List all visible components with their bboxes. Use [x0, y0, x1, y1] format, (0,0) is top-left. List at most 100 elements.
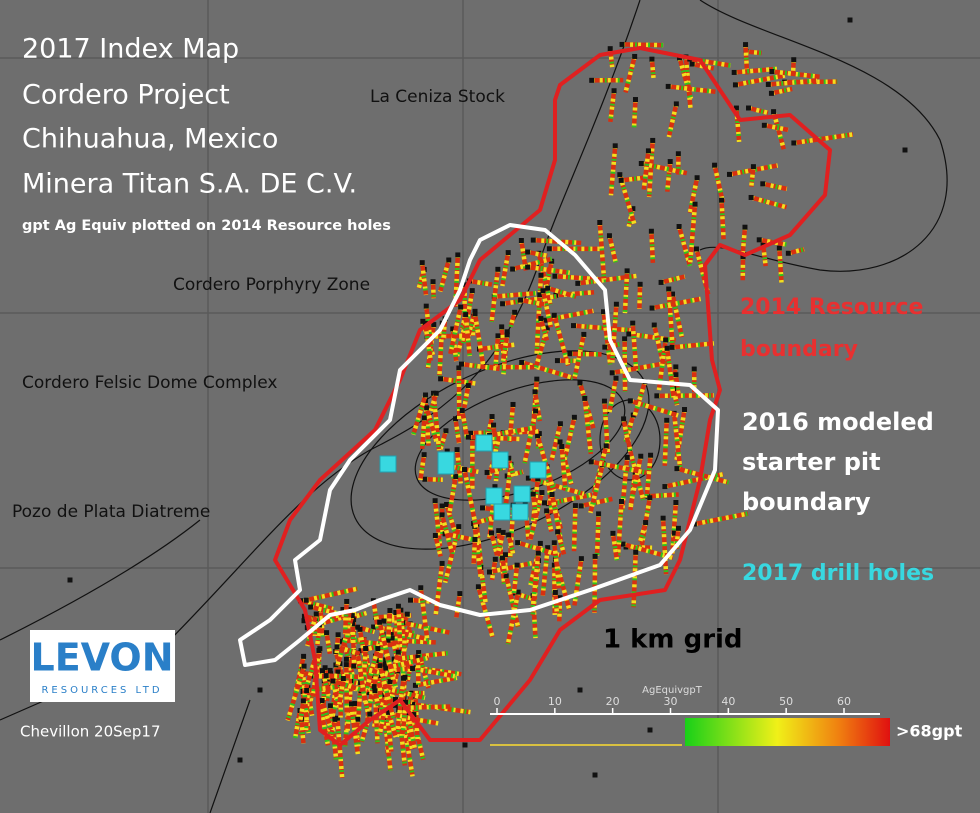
map-label: Cordero Porphyry Zone: [173, 275, 370, 295]
trace-seg: [292, 710, 303, 739]
trace-seg: [400, 630, 430, 642]
collar: [607, 46, 613, 52]
trace-seg: [494, 290, 537, 299]
collar: [648, 452, 654, 458]
collar: [538, 316, 544, 322]
trace: [415, 675, 458, 688]
collar: [480, 505, 486, 511]
trace-seg: [610, 304, 619, 363]
trace-seg: [540, 547, 550, 596]
trace-seg: [306, 684, 339, 693]
collar: [647, 495, 653, 501]
legend-tick-label: 50: [779, 695, 793, 708]
collar: [458, 361, 464, 367]
collar: [675, 151, 681, 157]
collar: [551, 540, 557, 546]
collar: [439, 560, 445, 566]
trace-seg: [544, 510, 554, 533]
trace-seg: [573, 323, 631, 333]
collar: [324, 630, 330, 636]
trace-seg: [594, 513, 601, 556]
trace-seg: [601, 311, 613, 365]
collar: [663, 337, 669, 343]
trace-seg: [382, 717, 393, 771]
trace-seg: [348, 610, 368, 621]
trace-seg: [427, 333, 465, 339]
collar: [335, 669, 341, 675]
collar: [422, 320, 428, 326]
trace-seg: [335, 718, 345, 778]
trace-seg: [463, 314, 472, 357]
collar: [771, 109, 777, 115]
collar: [484, 469, 490, 475]
trace-seg: [433, 534, 443, 557]
collar: [667, 159, 673, 165]
collar: [67, 577, 73, 583]
trace: [594, 513, 601, 556]
trace-seg: [674, 528, 681, 548]
trace-seg: [619, 457, 630, 512]
trace-seg: [447, 476, 458, 514]
collar: [549, 258, 555, 264]
trace-seg: [299, 598, 334, 612]
title-line: 2017 Index Map: [22, 34, 239, 65]
trace-seg: [344, 609, 352, 639]
trace-seg: [611, 360, 669, 376]
collar: [537, 292, 543, 298]
trace-seg: [572, 558, 584, 606]
trace-seg: [373, 624, 415, 636]
trace-seg: [328, 705, 339, 760]
trace-seg: [499, 326, 507, 360]
collar: [410, 666, 416, 672]
collar: [559, 444, 565, 450]
collar: [372, 688, 378, 694]
collar: [332, 716, 338, 722]
collar: [303, 597, 309, 603]
collar: [472, 536, 478, 542]
trace-seg: [745, 49, 762, 56]
collar: [334, 715, 340, 721]
collar: [418, 585, 424, 591]
trace: [531, 493, 539, 520]
collar: [387, 679, 393, 685]
collar: [567, 351, 573, 357]
collar: [489, 414, 495, 420]
map-label: Cordero Felsic Dome Complex: [22, 373, 277, 393]
trace-seg: [416, 268, 427, 289]
collar: [431, 322, 437, 328]
collar: [637, 281, 643, 287]
trace: [562, 416, 577, 461]
trace-seg: [383, 685, 426, 701]
collar: [343, 662, 349, 668]
collar: [412, 682, 418, 688]
collar: [665, 83, 671, 89]
collar: [691, 366, 697, 372]
collar: [902, 147, 908, 153]
collar: [530, 237, 536, 243]
trace-seg: [328, 718, 338, 737]
collar: [408, 597, 414, 603]
trace: [471, 539, 478, 564]
collar: [323, 673, 329, 679]
collar: [540, 288, 546, 294]
collar: [638, 160, 644, 166]
trace-seg: [580, 496, 613, 509]
trace-seg: [505, 591, 521, 645]
trace-seg: [390, 630, 407, 638]
collar: [492, 484, 498, 490]
trace-seg: [743, 44, 750, 75]
collar: [462, 467, 468, 473]
trace-seg: [646, 140, 655, 198]
collar: [731, 69, 737, 75]
collar: [499, 555, 505, 561]
title-line: Minera Titan S.A. DE C.V.: [22, 169, 357, 200]
trace-seg: [405, 660, 414, 682]
trace-seg: [372, 690, 381, 707]
trace-seg: [377, 621, 396, 680]
drill-hole: [493, 503, 511, 521]
collar: [664, 417, 670, 423]
trace-seg: [506, 534, 516, 555]
trace-seg: [552, 314, 571, 367]
collar: [643, 520, 649, 526]
collar: [304, 688, 310, 694]
